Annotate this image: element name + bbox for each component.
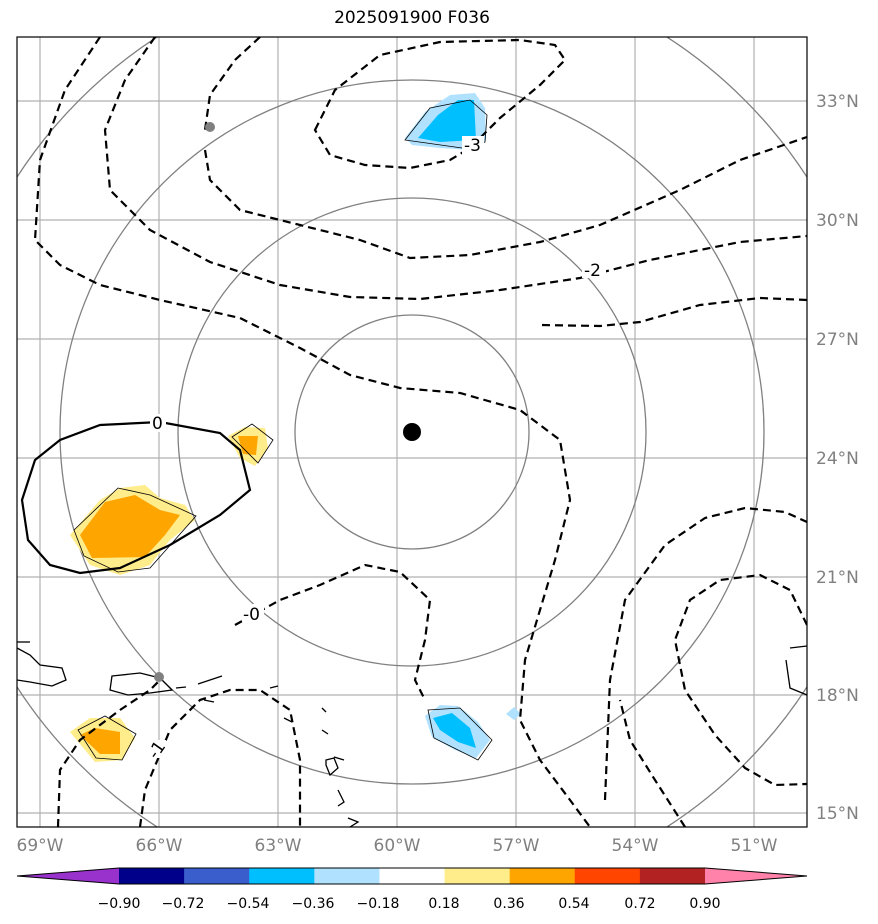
contour-zero-solid [20,420,252,575]
range-rings [17,37,807,827]
colorbar-segment [574,868,641,884]
lon-label: 60°W [374,836,421,856]
colorbar-tick-label: −0.54 [227,896,270,912]
contour-label: -3 [464,136,481,156]
longitude-labels: 69°W 66°W 63°W 60°W 57°W 54°W 51°W [17,836,778,856]
latitude-labels: 33°N 30°N 27°N 24°N 21°N 18°N 15°N [816,92,859,824]
lon-label: 57°W [493,836,540,856]
lon-label: 66°W [136,836,183,856]
colorbar-segment [444,868,511,884]
positive-anomaly-patch-core [80,495,180,558]
colorbar-tick-label: −0.72 [162,896,205,912]
lon-label: 54°W [612,836,659,856]
shaded-fields [70,93,521,762]
colorbar-segment [639,868,706,884]
gray-station-marker [205,122,215,132]
storm-center-marker [403,423,421,441]
map-frame [16,36,808,828]
coastlines [17,641,807,827]
lon-label: 69°W [17,836,64,856]
contour-label: -2 [584,261,601,281]
colorbar-tick-label: −0.18 [357,896,400,912]
lat-label: 15°N [816,804,859,824]
colorbar-segment [249,868,315,884]
colorbar-segment [184,868,250,884]
colorbar-tick-label: 0.90 [689,896,720,912]
colorbar-extend-low [17,868,119,884]
lat-label: 33°N [816,92,859,112]
contour-label: 0 [152,414,163,434]
lon-label: 51°W [731,836,778,856]
colorbar-segment [379,868,446,884]
lat-label: 30°N [816,211,859,231]
colorbar-tick-label: 0.72 [624,896,655,912]
gray-station-marker [154,672,164,682]
lon-label: 63°W [255,836,302,856]
lat-label: 24°N [816,449,859,469]
colorbar-tick-label: 0.36 [493,896,524,912]
pressure-contours [20,420,252,575]
colorbar-extend-high [705,868,807,884]
colorbar: −0.90 −0.72 −0.54 −0.36 −0.18 0.18 0.36 … [16,867,808,912]
colorbar-segment [119,868,185,884]
map-title: 2025091900 F036 [334,8,490,28]
colorbar-tick-label: 0.54 [558,896,589,912]
storm-center [403,423,421,441]
negative-anomaly-patch-core [418,100,476,142]
graticule [17,37,807,827]
lat-label: 27°N [816,330,859,350]
colorbar-segment [509,868,576,884]
contour-label: -0 [243,605,260,625]
colorbar-tick-label: 0.18 [428,896,459,912]
colorbar-tick-label: −0.36 [292,896,335,912]
dashed-contours [33,37,807,827]
colorbar-tick-label: −0.90 [98,896,141,912]
lat-label: 21°N [816,568,859,588]
colorbar-outline [16,867,808,885]
lat-label: 18°N [816,686,859,706]
colorbar-segment [314,868,380,884]
